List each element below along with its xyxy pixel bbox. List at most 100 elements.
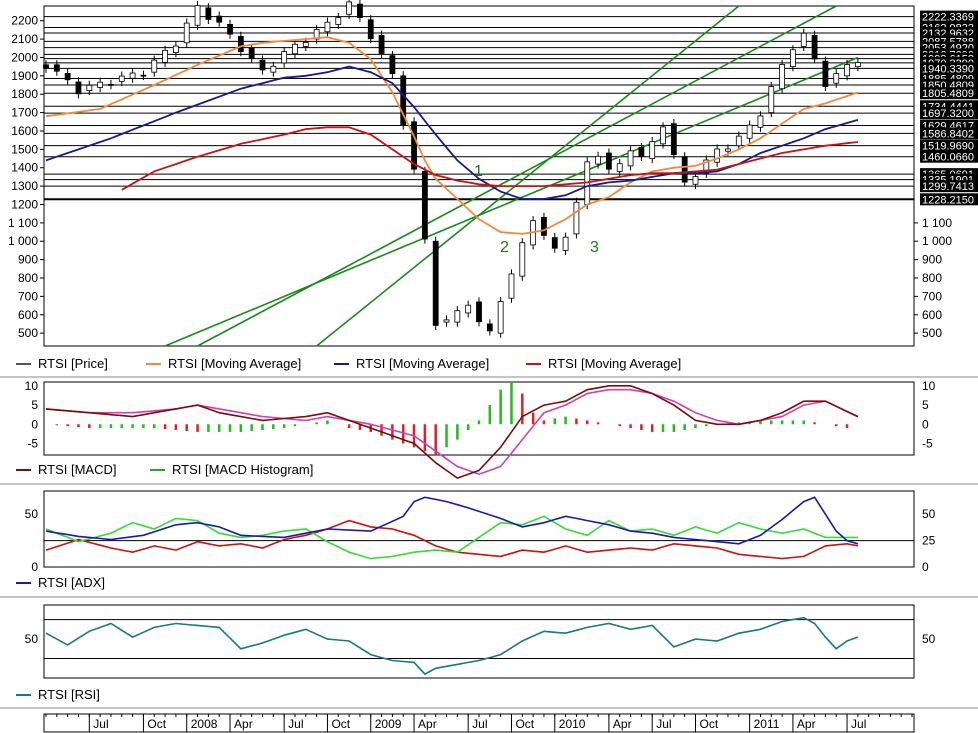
price-tick-label: 800	[18, 271, 38, 285]
level-box-label: 1805.4809	[922, 88, 974, 100]
time-tick-label: Jul	[472, 717, 487, 731]
annotation-3: 3	[590, 239, 599, 256]
candle	[357, 0, 363, 23]
candle-body	[768, 86, 775, 113]
candle-body	[302, 41, 309, 47]
candle	[86, 80, 93, 96]
macd-tick-right-label: 5	[922, 398, 929, 412]
candle	[335, 12, 342, 29]
rsi-tick-label: 50	[25, 632, 39, 646]
candle-body	[140, 74, 147, 77]
annotation-1: 1	[474, 163, 483, 180]
legend-label: RTSI [RSI]	[38, 687, 100, 702]
time-tick-label: Oct	[331, 717, 350, 731]
price-tick-label: 900	[18, 253, 38, 267]
time-tick-label: Jul	[93, 717, 108, 731]
price-tick-label: 2000	[11, 50, 38, 64]
legend-label: RTSI [ADX]	[38, 575, 105, 590]
candle	[194, 1, 201, 30]
candle-body	[259, 59, 266, 71]
candle-body	[411, 121, 417, 170]
price-tick-label: 600	[18, 308, 38, 322]
candle	[64, 68, 71, 85]
candle	[714, 144, 721, 167]
price-tick-label: 1700	[11, 106, 38, 120]
candle	[551, 232, 558, 253]
candle	[757, 111, 764, 132]
macd-line	[45, 384, 859, 479]
candle	[508, 269, 515, 303]
time-axis: Jul Oct 2008 Apr Jul Oct 2009 Apr Jul Oct 2010 Apr J…	[43, 713, 915, 733]
legend-label: RTSI [Moving Average]	[548, 356, 681, 371]
candle	[216, 11, 223, 27]
candle	[183, 18, 190, 48]
candle	[681, 152, 688, 187]
level-box-label: 2222.3369	[922, 12, 974, 24]
time-tick-label: 2010	[559, 717, 586, 731]
candle	[108, 79, 114, 90]
price-tick-right-label: 1 100	[922, 216, 952, 230]
candle	[486, 319, 493, 336]
candle	[606, 148, 612, 174]
candle-body	[790, 49, 796, 68]
candle-body	[324, 21, 331, 33]
candle-body	[508, 273, 515, 299]
candle	[595, 151, 601, 169]
candle-body	[75, 81, 82, 95]
level-box	[920, 87, 978, 100]
legend-label: RTSI [MACD]	[38, 462, 117, 477]
candle	[129, 68, 136, 83]
candle-body	[541, 216, 547, 236]
adx-tick-label: 0	[31, 560, 38, 574]
candle	[822, 56, 829, 92]
price-tick-right-label: 700	[922, 289, 942, 303]
annotation-2: 2	[500, 239, 509, 256]
candle-body	[454, 310, 461, 323]
candle	[281, 46, 288, 68]
candle	[292, 39, 298, 59]
level-box	[920, 180, 978, 193]
candle	[768, 81, 775, 118]
candle	[638, 142, 645, 161]
macd-tick-label: -5	[27, 436, 38, 450]
legend-label: RTSI [MACD Histogram]	[172, 462, 313, 477]
price-tick-label: 500	[18, 326, 38, 340]
adx-line	[45, 496, 859, 545]
price-tick-label: 1400	[11, 161, 38, 175]
candle	[378, 30, 385, 59]
candle	[703, 155, 710, 178]
level-box-label: 1586.8402	[922, 128, 974, 140]
candle-body	[714, 148, 721, 163]
macd-tick-label: 10	[25, 379, 39, 393]
candle-body	[757, 115, 764, 128]
candle	[270, 61, 277, 77]
candle	[367, 15, 374, 44]
candle	[779, 59, 785, 94]
legend-label: RTSI [Moving Average]	[356, 356, 489, 371]
level-box	[920, 107, 978, 120]
candle-body	[389, 55, 396, 75]
candle	[237, 31, 244, 57]
candle	[735, 131, 742, 151]
candle	[519, 238, 526, 281]
trend-line	[164, 56, 859, 347]
price-tick-label: 2200	[11, 14, 38, 28]
candle-body	[486, 323, 493, 332]
candle-body	[378, 35, 385, 54]
candle	[97, 77, 104, 93]
level-box-label: 1940.3390	[922, 63, 974, 75]
level-box	[920, 150, 978, 163]
candle	[670, 119, 677, 160]
level-box	[920, 62, 978, 75]
candle	[172, 41, 179, 58]
candle-body	[854, 62, 861, 68]
candle-body	[670, 123, 677, 155]
candle	[454, 306, 461, 327]
ma-blue-line	[45, 65, 859, 200]
candle	[53, 60, 60, 76]
price-tick-label: 1800	[11, 87, 38, 101]
candle-body	[270, 65, 277, 73]
price-tick-right-label: 1 000	[922, 234, 952, 248]
